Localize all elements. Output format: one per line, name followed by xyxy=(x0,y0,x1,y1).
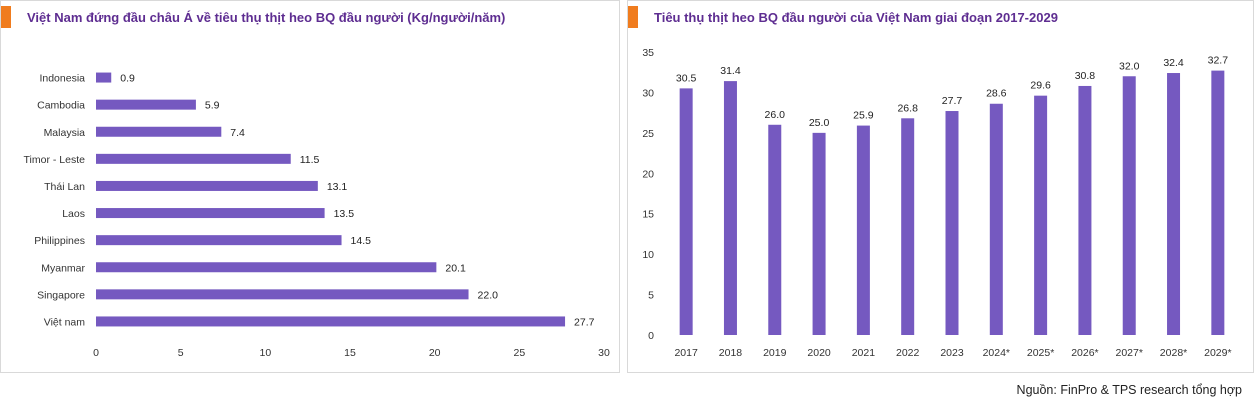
bar-indonesia xyxy=(96,72,112,83)
bar-vi-t-nam xyxy=(96,316,566,327)
category-label: Laos xyxy=(62,208,85,220)
left-chart-title: Việt Nam đứng đầu châu Á về tiêu thụ thị… xyxy=(27,10,506,25)
right-bar-chart: 0 5 10 15 20 25 30 35 30.5 2017 31.4 2018 26.0 2019 25… xyxy=(642,47,1231,359)
data-label: 13.1 xyxy=(327,181,348,193)
x-tick-label: 30 xyxy=(598,347,610,359)
bar-2019 xyxy=(768,124,782,336)
bar-2025-est xyxy=(1034,95,1048,335)
bar-2022 xyxy=(901,118,915,335)
left-chart-header: Việt Nam đứng đầu châu Á về tiêu thụ thị… xyxy=(1,6,619,28)
bar-2021 xyxy=(856,125,870,335)
y-tick-label: 25 xyxy=(642,128,654,140)
bar-th-i-lan xyxy=(96,180,318,191)
x-tick-label: 2020 xyxy=(807,347,831,359)
data-label: 7.4 xyxy=(230,127,245,139)
right-chart-header: Tiêu thụ thịt heo BQ đầu người của Việt … xyxy=(628,6,1253,28)
category-label: Timor - Leste xyxy=(24,154,86,166)
y-tick-label: 10 xyxy=(642,249,654,261)
y-tick-label: 35 xyxy=(642,47,654,59)
bar-2017 xyxy=(679,88,693,335)
data-label: 29.6 xyxy=(1030,80,1051,92)
source-note: Nguồn: FinPro & TPS research tổng hợp xyxy=(1016,383,1242,397)
data-label: 32.0 xyxy=(1119,60,1140,72)
bar-malaysia xyxy=(96,126,222,137)
category-label: Thái Lan xyxy=(44,181,85,193)
data-label: 28.6 xyxy=(986,88,1007,100)
data-label: 25.9 xyxy=(853,110,874,122)
x-tick-label: 20 xyxy=(429,347,441,359)
x-tick-label: 2025* xyxy=(1027,347,1054,359)
x-tick-label: 2024* xyxy=(983,347,1010,359)
data-label: 32.4 xyxy=(1163,57,1184,69)
x-tick-label: 2027* xyxy=(1116,347,1143,359)
x-tick-label: 2019 xyxy=(763,347,787,359)
x-tick-label: 2017 xyxy=(674,347,698,359)
x-tick-label: 0 xyxy=(93,347,99,359)
data-label: 22.0 xyxy=(478,289,499,301)
left-title-accent xyxy=(1,6,11,28)
y-tick-label: 15 xyxy=(642,209,654,221)
x-tick-label: 5 xyxy=(178,347,184,359)
right-chart-title: Tiêu thụ thịt heo BQ đầu người của Việt … xyxy=(654,10,1058,25)
y-tick-label: 5 xyxy=(648,290,654,302)
left-bar-chart: Indonesia 0.9 Cambodia 5.9 Malaysia 7.4 Timor … xyxy=(24,72,610,359)
x-tick-label: 2021 xyxy=(852,347,876,359)
bar-philippines xyxy=(96,235,342,246)
x-tick-label: 15 xyxy=(344,347,356,359)
x-tick-label: 2022 xyxy=(896,347,920,359)
category-label: Malaysia xyxy=(44,127,86,139)
bar-cambodia xyxy=(96,99,196,110)
data-label: 13.5 xyxy=(334,208,355,220)
data-label: 27.7 xyxy=(574,316,595,328)
bar-2024-est xyxy=(989,103,1003,336)
data-label: 14.5 xyxy=(351,235,372,247)
bar-2026-est xyxy=(1078,85,1092,336)
bar-2023 xyxy=(945,111,959,335)
data-label: 32.7 xyxy=(1208,55,1229,67)
data-label: 26.8 xyxy=(897,102,918,114)
left-chart-panel: Việt Nam đứng đầu châu Á về tiêu thụ thị… xyxy=(0,0,620,373)
category-label: Singapore xyxy=(37,289,85,301)
category-label: Indonesia xyxy=(39,73,85,85)
bar-singapore xyxy=(96,289,469,300)
x-tick-label: 2026* xyxy=(1071,347,1098,359)
x-tick-label: 25 xyxy=(513,347,525,359)
data-label: 30.8 xyxy=(1075,70,1096,82)
bar-laos xyxy=(96,208,325,219)
right-chart-panel: Tiêu thụ thịt heo BQ đầu người của Việt … xyxy=(627,0,1254,373)
x-tick-label: 10 xyxy=(259,347,271,359)
bar-2027-est xyxy=(1122,76,1136,335)
y-tick-label: 20 xyxy=(642,168,654,180)
x-tick-label: 2023 xyxy=(940,347,964,359)
data-label: 5.9 xyxy=(205,100,220,112)
x-tick-label: 2018 xyxy=(719,347,743,359)
data-label: 0.9 xyxy=(120,73,135,85)
bar-2018 xyxy=(723,81,737,335)
category-label: Myanmar xyxy=(41,262,85,274)
data-label: 30.5 xyxy=(676,72,697,84)
y-tick-label: 30 xyxy=(642,87,654,99)
category-label: Cambodia xyxy=(37,100,85,112)
bar-2029-est xyxy=(1211,70,1225,336)
x-tick-label: 2028* xyxy=(1160,347,1187,359)
bar-2028-est xyxy=(1167,73,1181,335)
bar-myanmar xyxy=(96,262,437,273)
data-label: 25.0 xyxy=(809,117,830,129)
bar-2020 xyxy=(812,132,826,335)
category-label: Việt nam xyxy=(44,316,85,328)
data-label: 27.7 xyxy=(942,95,963,107)
category-label: Philippines xyxy=(34,235,85,247)
bar-timor-leste xyxy=(96,153,291,164)
data-label: 31.4 xyxy=(720,65,741,77)
data-label: 20.1 xyxy=(445,262,466,274)
data-label: 11.5 xyxy=(300,154,320,166)
data-label: 26.0 xyxy=(765,109,786,121)
y-tick-label: 0 xyxy=(648,330,654,342)
x-tick-label: 2029* xyxy=(1204,347,1231,359)
right-title-accent xyxy=(628,6,638,28)
